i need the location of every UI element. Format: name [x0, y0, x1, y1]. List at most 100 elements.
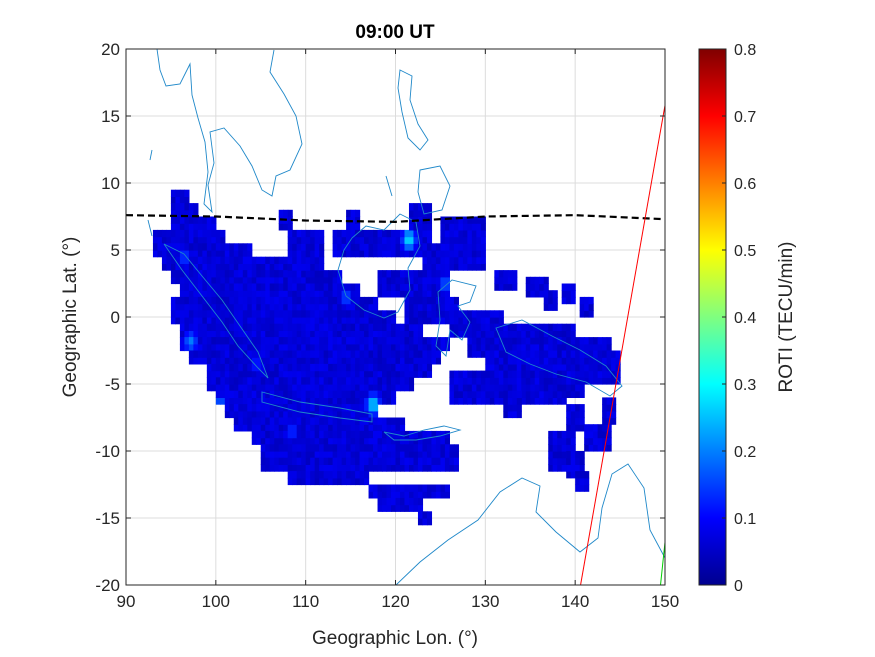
roti-cell — [256, 296, 262, 305]
colorbar-tick-label: 0 — [734, 578, 743, 595]
roti-cell — [471, 216, 477, 224]
roti-cell — [251, 350, 257, 358]
roti-cell — [346, 444, 352, 452]
roti-cell — [310, 437, 316, 445]
roti-cell — [539, 390, 545, 398]
roti-cell — [287, 290, 293, 298]
roti-cell — [395, 444, 401, 452]
roti-cell — [274, 363, 280, 372]
roti-cell — [215, 330, 221, 338]
roti-cell — [296, 296, 302, 305]
roti-cell — [377, 337, 383, 345]
roti-cell — [503, 410, 509, 419]
roti-cell — [211, 370, 217, 378]
roti-cell — [417, 317, 424, 325]
roti-cell — [561, 451, 567, 459]
roti-cell — [301, 437, 307, 445]
roti-cell — [215, 229, 221, 238]
roti-cell — [543, 303, 549, 311]
roti-cell — [426, 263, 433, 271]
roti-cell — [233, 263, 239, 271]
roti-cell — [584, 437, 590, 445]
roti-cell — [184, 229, 190, 238]
roti-cell — [238, 417, 244, 425]
roti-cell — [399, 430, 406, 439]
roti-cell — [323, 451, 329, 459]
roti-cell — [355, 377, 361, 385]
roti-cell — [301, 417, 307, 425]
roti-cell — [193, 223, 199, 231]
colorbar-tick-label: 0.1 — [734, 511, 756, 528]
roti-cell — [458, 384, 464, 392]
roti-cell — [341, 290, 347, 298]
roti-cell — [462, 377, 468, 385]
roti-cell — [179, 229, 185, 238]
roti-cell — [588, 430, 594, 439]
roti-cell — [395, 276, 401, 285]
roti-cell — [337, 250, 343, 258]
roti-cell — [310, 390, 316, 398]
roti-cell — [215, 357, 221, 365]
roti-cell — [503, 276, 509, 285]
roti-cell — [548, 384, 554, 392]
roti-cell — [368, 243, 374, 251]
roti-cell — [278, 276, 284, 285]
roti-cell — [476, 263, 482, 271]
roti-cell — [242, 343, 248, 352]
roti-cell — [319, 296, 325, 305]
roti-cell — [319, 471, 325, 479]
roti-cell — [350, 457, 356, 465]
roti-cell — [292, 424, 298, 432]
roti-cell — [350, 283, 356, 291]
roti-cell — [301, 457, 307, 465]
roti-cell — [220, 263, 226, 271]
roti-cell — [337, 343, 343, 352]
roti-cell — [341, 370, 347, 378]
roti-cell — [382, 464, 388, 472]
roti-cell — [566, 350, 572, 358]
roti-cell — [251, 397, 257, 405]
roti-cell — [292, 377, 298, 385]
roti-cell — [404, 296, 410, 305]
roti-cell — [233, 404, 239, 412]
roti-cell — [382, 357, 388, 365]
roti-cell — [575, 370, 581, 378]
roti-cell — [350, 464, 356, 472]
roti-cell — [426, 357, 433, 365]
roti-cell — [359, 370, 365, 378]
roti-cell — [476, 337, 482, 345]
roti-cell — [584, 430, 590, 439]
roti-cell — [404, 303, 410, 311]
roti-cell — [413, 243, 419, 251]
roti-cell — [224, 384, 230, 392]
roti-cell — [193, 203, 199, 211]
roti-cell — [323, 377, 329, 385]
roti-cell — [467, 317, 473, 325]
roti-cell — [283, 303, 289, 311]
roti-cell — [391, 437, 397, 445]
roti-cell — [534, 384, 540, 392]
roti-cell — [188, 276, 194, 285]
roti-cell — [287, 424, 293, 432]
roti-cell — [346, 243, 352, 251]
coastline-sulawesi — [435, 279, 477, 357]
roti-cell — [224, 310, 230, 318]
roti-cell — [404, 243, 410, 251]
roti-cell — [202, 283, 208, 291]
roti-cell — [175, 223, 181, 231]
roti-cell — [170, 203, 177, 211]
roti-cell — [503, 363, 509, 372]
roti-cell — [296, 417, 302, 425]
roti-cell — [606, 343, 612, 352]
roti-cell — [382, 451, 388, 459]
roti-cell — [328, 477, 334, 486]
roti-cell — [233, 323, 239, 331]
roti-cell — [426, 518, 433, 526]
roti-cell — [359, 323, 365, 331]
roti-cell — [422, 203, 428, 211]
roti-cell — [251, 310, 257, 318]
roti-cell — [305, 430, 311, 439]
roti-cell — [364, 464, 370, 472]
roti-cell — [265, 276, 271, 285]
roti-cell — [561, 437, 567, 445]
